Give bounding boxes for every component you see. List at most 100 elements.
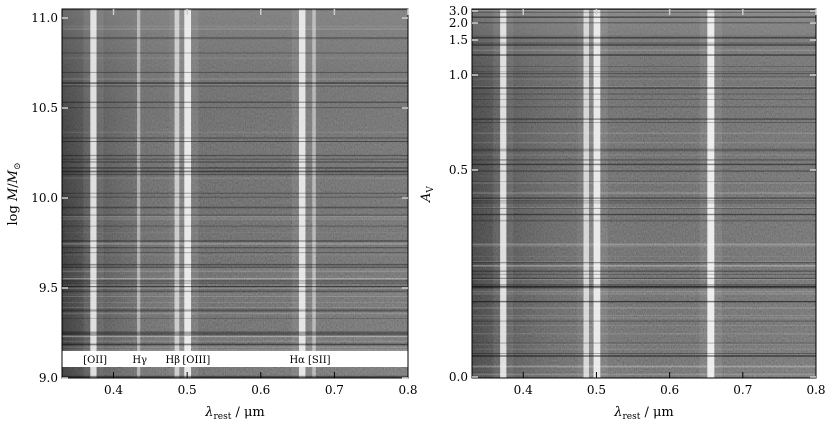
row-stripe xyxy=(472,154,816,156)
row-stripe xyxy=(62,243,408,245)
x-tick-label: 0.8 xyxy=(806,383,825,397)
row-stripe xyxy=(62,286,408,288)
row-stripe xyxy=(62,334,408,336)
row-stripe xyxy=(62,141,408,143)
row-stripe xyxy=(472,261,816,264)
row-stripe xyxy=(62,280,408,282)
row-stripe xyxy=(472,159,816,161)
row-stripe xyxy=(472,106,816,108)
row-stripe xyxy=(472,35,816,37)
emission-line-stripes xyxy=(493,9,723,378)
row-stripe xyxy=(472,54,816,56)
row-stripe xyxy=(62,345,408,347)
row-stripe xyxy=(62,278,408,280)
row-stripe xyxy=(472,300,816,303)
row-stripe xyxy=(472,284,816,285)
row-stripe xyxy=(62,334,408,336)
row-stripe xyxy=(62,254,408,256)
row-stripe xyxy=(62,332,408,334)
row-stripe xyxy=(62,291,408,293)
row-stripe xyxy=(62,101,408,103)
emission-line-label: Hβ xyxy=(166,355,181,366)
emission-line-core xyxy=(184,9,192,378)
row-stripe xyxy=(62,37,408,39)
row-stripe xyxy=(472,93,816,95)
row-stripe xyxy=(472,289,816,291)
row-stripe xyxy=(472,197,816,199)
row-stripe xyxy=(62,247,408,249)
row-stripe xyxy=(472,16,816,18)
row-stripe xyxy=(62,340,408,342)
row-stripe xyxy=(62,28,408,30)
left-y-axis-label: log M/M⊙ xyxy=(6,162,23,225)
row-stripe xyxy=(472,366,816,368)
row-stripe xyxy=(472,320,816,322)
row-stripe xyxy=(472,76,816,78)
row-stripe xyxy=(472,265,816,266)
row-stripe xyxy=(62,83,408,85)
left-x-axis-label: λrest / μm xyxy=(204,405,265,422)
row-stripe xyxy=(472,208,816,210)
line-label-band xyxy=(62,351,408,367)
row-stripe xyxy=(472,270,816,272)
row-stripe xyxy=(62,375,408,378)
row-stripe xyxy=(472,279,816,281)
row-stripe xyxy=(472,200,816,202)
emission-line-core xyxy=(583,9,590,378)
emission-line-core xyxy=(174,9,180,378)
emission-line-core xyxy=(707,9,715,378)
row-stripe xyxy=(62,282,408,284)
emission-line-core xyxy=(298,9,306,378)
row-stripe xyxy=(472,325,816,326)
row-stripe xyxy=(472,99,816,100)
row-stripe xyxy=(472,301,816,303)
row-stripe xyxy=(62,225,408,227)
row-stripe xyxy=(62,137,408,139)
x-tick-label: 0.7 xyxy=(733,383,752,397)
x-tick-label: 0.4 xyxy=(104,383,123,397)
mass-sorted-spectra-panel: [OII] Hγ Hβ [OIII] Hα [SII] 0.4 0.5 0.6 0.7 0.8 9… xyxy=(6,8,418,422)
row-stripe xyxy=(472,37,816,39)
row-stripe xyxy=(62,167,408,169)
row-stripe xyxy=(62,9,408,11)
row-stripe xyxy=(472,277,816,279)
row-stripe xyxy=(472,163,816,166)
attenuation-sorted-spectra-panel: 0.4 0.5 0.6 0.7 0.8 0.0 0.5 1.0 1.5 2.03.0 λrest… xyxy=(419,4,826,422)
emission-line-core xyxy=(593,9,601,378)
row-stripe xyxy=(62,286,408,288)
row-stripe xyxy=(62,302,408,304)
row-stripe xyxy=(472,286,816,288)
row-stripe xyxy=(62,155,408,157)
row-stripe xyxy=(472,265,816,267)
row-stripe xyxy=(62,278,408,280)
row-stripe xyxy=(62,57,408,59)
row-stripe xyxy=(62,334,408,337)
row-stripe xyxy=(62,289,408,291)
row-stripe xyxy=(472,44,816,46)
row-stripe xyxy=(472,199,816,201)
row-stripe xyxy=(62,131,408,134)
row-stripe xyxy=(472,256,816,257)
row-stripe xyxy=(472,175,816,177)
row-stripe xyxy=(62,264,408,266)
row-stripe xyxy=(62,177,408,179)
y-tick-label: 2.0 xyxy=(449,16,468,30)
row-stripe xyxy=(472,122,816,123)
row-stripe xyxy=(62,107,408,109)
row-stripe xyxy=(472,66,816,67)
row-stripe xyxy=(472,293,816,295)
x-tick-label: 0.8 xyxy=(398,383,417,397)
emission-line-label: [SII] xyxy=(308,355,331,366)
row-stripe xyxy=(472,22,816,24)
x-tick-label: 0.6 xyxy=(660,383,679,397)
row-stripe xyxy=(472,170,816,172)
line-labels: [OII] Hγ Hβ [OIII] Hα [SII] xyxy=(83,355,330,366)
row-stripe xyxy=(62,192,408,194)
row-stripe xyxy=(62,376,408,378)
row-stripe xyxy=(472,333,816,335)
row-stripe xyxy=(62,85,408,87)
row-stripe xyxy=(62,244,408,245)
y-tick-label: 1.5 xyxy=(449,33,468,47)
row-stripe xyxy=(62,71,408,73)
row-stripe xyxy=(62,317,408,319)
